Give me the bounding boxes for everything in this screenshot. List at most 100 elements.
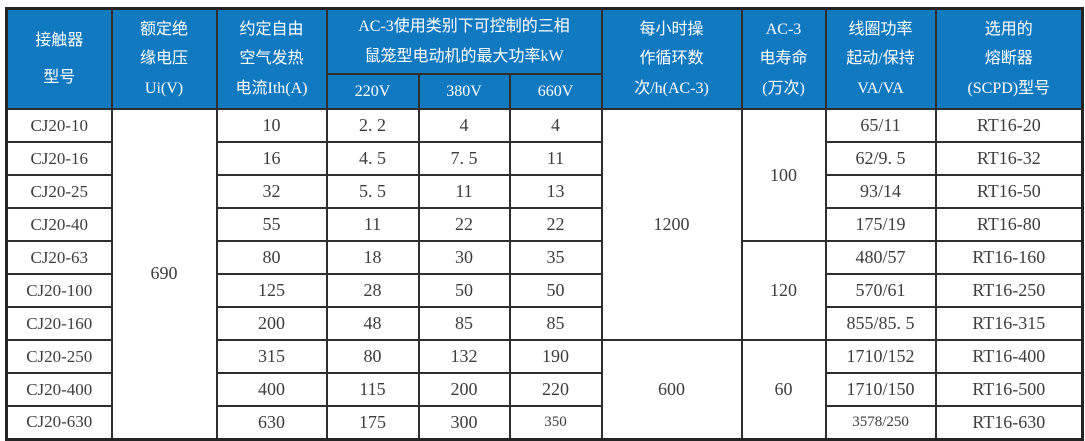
header-thermal-current: 约定自由 空气发热 电流Ith(A) xyxy=(215,7,328,111)
header-line: 起动/保持 xyxy=(846,50,915,68)
cell-life-merged: 100 xyxy=(740,108,827,243)
header-line: 熔断器 xyxy=(984,50,1033,68)
header-line: 电流Ith(A) xyxy=(235,79,308,97)
cell-p660: 13 xyxy=(508,174,603,210)
table-body: CJ20-10 690 10 2. 2 4 4 1200 100 65/11 R… xyxy=(5,108,1084,441)
cell-fuse: RT16-80 xyxy=(934,207,1084,243)
cell-model: CJ20-40 xyxy=(5,207,113,243)
cell-coil: 570/61 xyxy=(824,273,937,309)
cell-coil: 175/19 xyxy=(824,207,937,243)
header-line: 型号 xyxy=(43,69,76,87)
cell-ui-merged: 690 xyxy=(110,108,218,441)
cell-p380: 11 xyxy=(417,174,511,210)
table-row: CJ20-40 55 11 22 22 175/19 RT16-80 xyxy=(5,207,1084,243)
header-line: 缘电压 xyxy=(139,50,188,68)
subheader-380v: 380V xyxy=(417,73,511,111)
cell-model: CJ20-63 xyxy=(5,240,113,276)
cell-p380: 4 xyxy=(417,108,511,144)
header-line: 选用的 xyxy=(984,20,1033,38)
header-line: AC-3使用类别下可控制的三相 xyxy=(358,18,570,35)
header-operating-cycles: 每小时操 作循环数 次/h(AC-3) xyxy=(600,7,743,111)
cell-life-merged: 60 xyxy=(740,339,827,441)
cell-ith: 200 xyxy=(215,306,328,342)
cell-p660: 35 xyxy=(508,240,603,276)
cell-p660: 22 xyxy=(508,207,603,243)
cell-fuse: RT16-500 xyxy=(934,372,1084,408)
cell-fuse: RT16-630 xyxy=(934,405,1084,441)
header-fuse-type: 选用的 熔断器 (SCPD)型号 xyxy=(934,7,1084,111)
cell-ith: 400 xyxy=(215,372,328,408)
cell-fuse: RT16-50 xyxy=(934,174,1084,210)
cell-p380: 50 xyxy=(417,273,511,309)
table-row: CJ20-400 400 115 200 220 1710/150 RT16-5… xyxy=(5,372,1084,408)
cell-ith: 55 xyxy=(215,207,328,243)
header-line: (SCPD)型号 xyxy=(967,79,1051,97)
cell-fuse: RT16-20 xyxy=(934,108,1084,144)
header-line: VA/VA xyxy=(857,79,904,97)
header-line: 接触器 xyxy=(35,31,84,49)
contactor-spec-table: 接触器 型号 额定绝 缘电压 Ui(V) 约定自由 空气发热 电流Ith(A) … xyxy=(5,7,1085,441)
table-row: CJ20-63 80 18 30 35 120 480/57 RT16-160 xyxy=(5,240,1084,342)
cell-fuse: RT16-160 xyxy=(934,240,1084,276)
header-line: 线圈功率 xyxy=(848,20,913,38)
cell-p660: 190 xyxy=(508,339,603,375)
cell-p220: 48 xyxy=(325,306,420,342)
cell-p660: 4 xyxy=(508,108,603,144)
cell-p220: 115 xyxy=(325,372,420,408)
header-line: 每小时操 xyxy=(639,20,704,38)
cell-life-merged: 120 xyxy=(740,240,827,342)
table-row: CJ20-160 200 48 85 85 855/85. 5 RT16-315 xyxy=(5,306,1084,342)
cell-p220: 2. 2 xyxy=(325,108,420,144)
cell-coil: 65/11 xyxy=(824,108,937,144)
cell-p660: 11 xyxy=(508,141,603,177)
cell-coil: 480/57 xyxy=(824,240,937,276)
cell-ith: 10 xyxy=(215,108,328,144)
header-contactor-model: 接触器 型号 xyxy=(5,7,113,111)
cell-model: CJ20-16 xyxy=(5,141,113,177)
table-row: CJ20-100 125 28 50 50 570/61 RT16-250 xyxy=(5,273,1084,309)
cell-cycles-merged: 600 xyxy=(600,339,743,441)
header-line: 额定绝 xyxy=(139,20,188,38)
cell-model: CJ20-100 xyxy=(5,273,113,309)
cell-coil: 855/85. 5 xyxy=(824,306,937,342)
cell-ith: 125 xyxy=(215,273,328,309)
cell-p380: 7. 5 xyxy=(417,141,511,177)
cell-p380: 300 xyxy=(417,405,511,441)
subheader-220v: 220V xyxy=(325,73,420,111)
cell-p380: 200 xyxy=(417,372,511,408)
cell-coil: 1710/152 xyxy=(824,339,937,375)
cell-model: CJ20-250 xyxy=(5,339,113,375)
cell-model: CJ20-160 xyxy=(5,306,113,342)
table-row: CJ20-25 32 5. 5 11 13 93/14 RT16-50 xyxy=(5,174,1084,210)
cell-p220: 175 xyxy=(325,405,420,441)
header-coil-power: 线圈功率 起动/保持 VA/VA xyxy=(824,7,937,111)
cell-fuse: RT16-315 xyxy=(934,306,1084,342)
cell-ith: 315 xyxy=(215,339,328,375)
table-row: CJ20-10 690 10 2. 2 4 4 1200 100 65/11 R… xyxy=(5,108,1084,441)
cell-coil: 1710/150 xyxy=(824,372,937,408)
header-line: AC-3 xyxy=(765,20,802,38)
header-electrical-life: AC-3 电寿命 (万次) xyxy=(740,7,827,111)
header-line: (万次) xyxy=(762,79,805,97)
cell-coil: 3578/250 xyxy=(824,405,937,441)
header-ac3-max-power-group: AC-3使用类别下可控制的三相 鼠笼型电动机的最大功率kW xyxy=(325,7,603,76)
cell-p660: 350 xyxy=(508,405,603,441)
cell-fuse: RT16-32 xyxy=(934,141,1084,177)
cell-ith: 630 xyxy=(215,405,328,441)
cell-model: CJ20-25 xyxy=(5,174,113,210)
header-line: Ui(V) xyxy=(144,79,184,97)
cell-p220: 11 xyxy=(325,207,420,243)
cell-ith: 80 xyxy=(215,240,328,276)
cell-p660: 85 xyxy=(508,306,603,342)
cell-ith: 16 xyxy=(215,141,328,177)
cell-p220: 28 xyxy=(325,273,420,309)
cell-p220: 4. 5 xyxy=(325,141,420,177)
cell-p380: 30 xyxy=(417,240,511,276)
table-row: CJ20-250 315 80 132 190 600 60 1710/152 … xyxy=(5,339,1084,441)
cell-p220: 18 xyxy=(325,240,420,276)
cell-model: CJ20-630 xyxy=(5,405,113,441)
cell-coil: 93/14 xyxy=(824,174,937,210)
cell-p220: 5. 5 xyxy=(325,174,420,210)
cell-fuse: RT16-250 xyxy=(934,273,1084,309)
